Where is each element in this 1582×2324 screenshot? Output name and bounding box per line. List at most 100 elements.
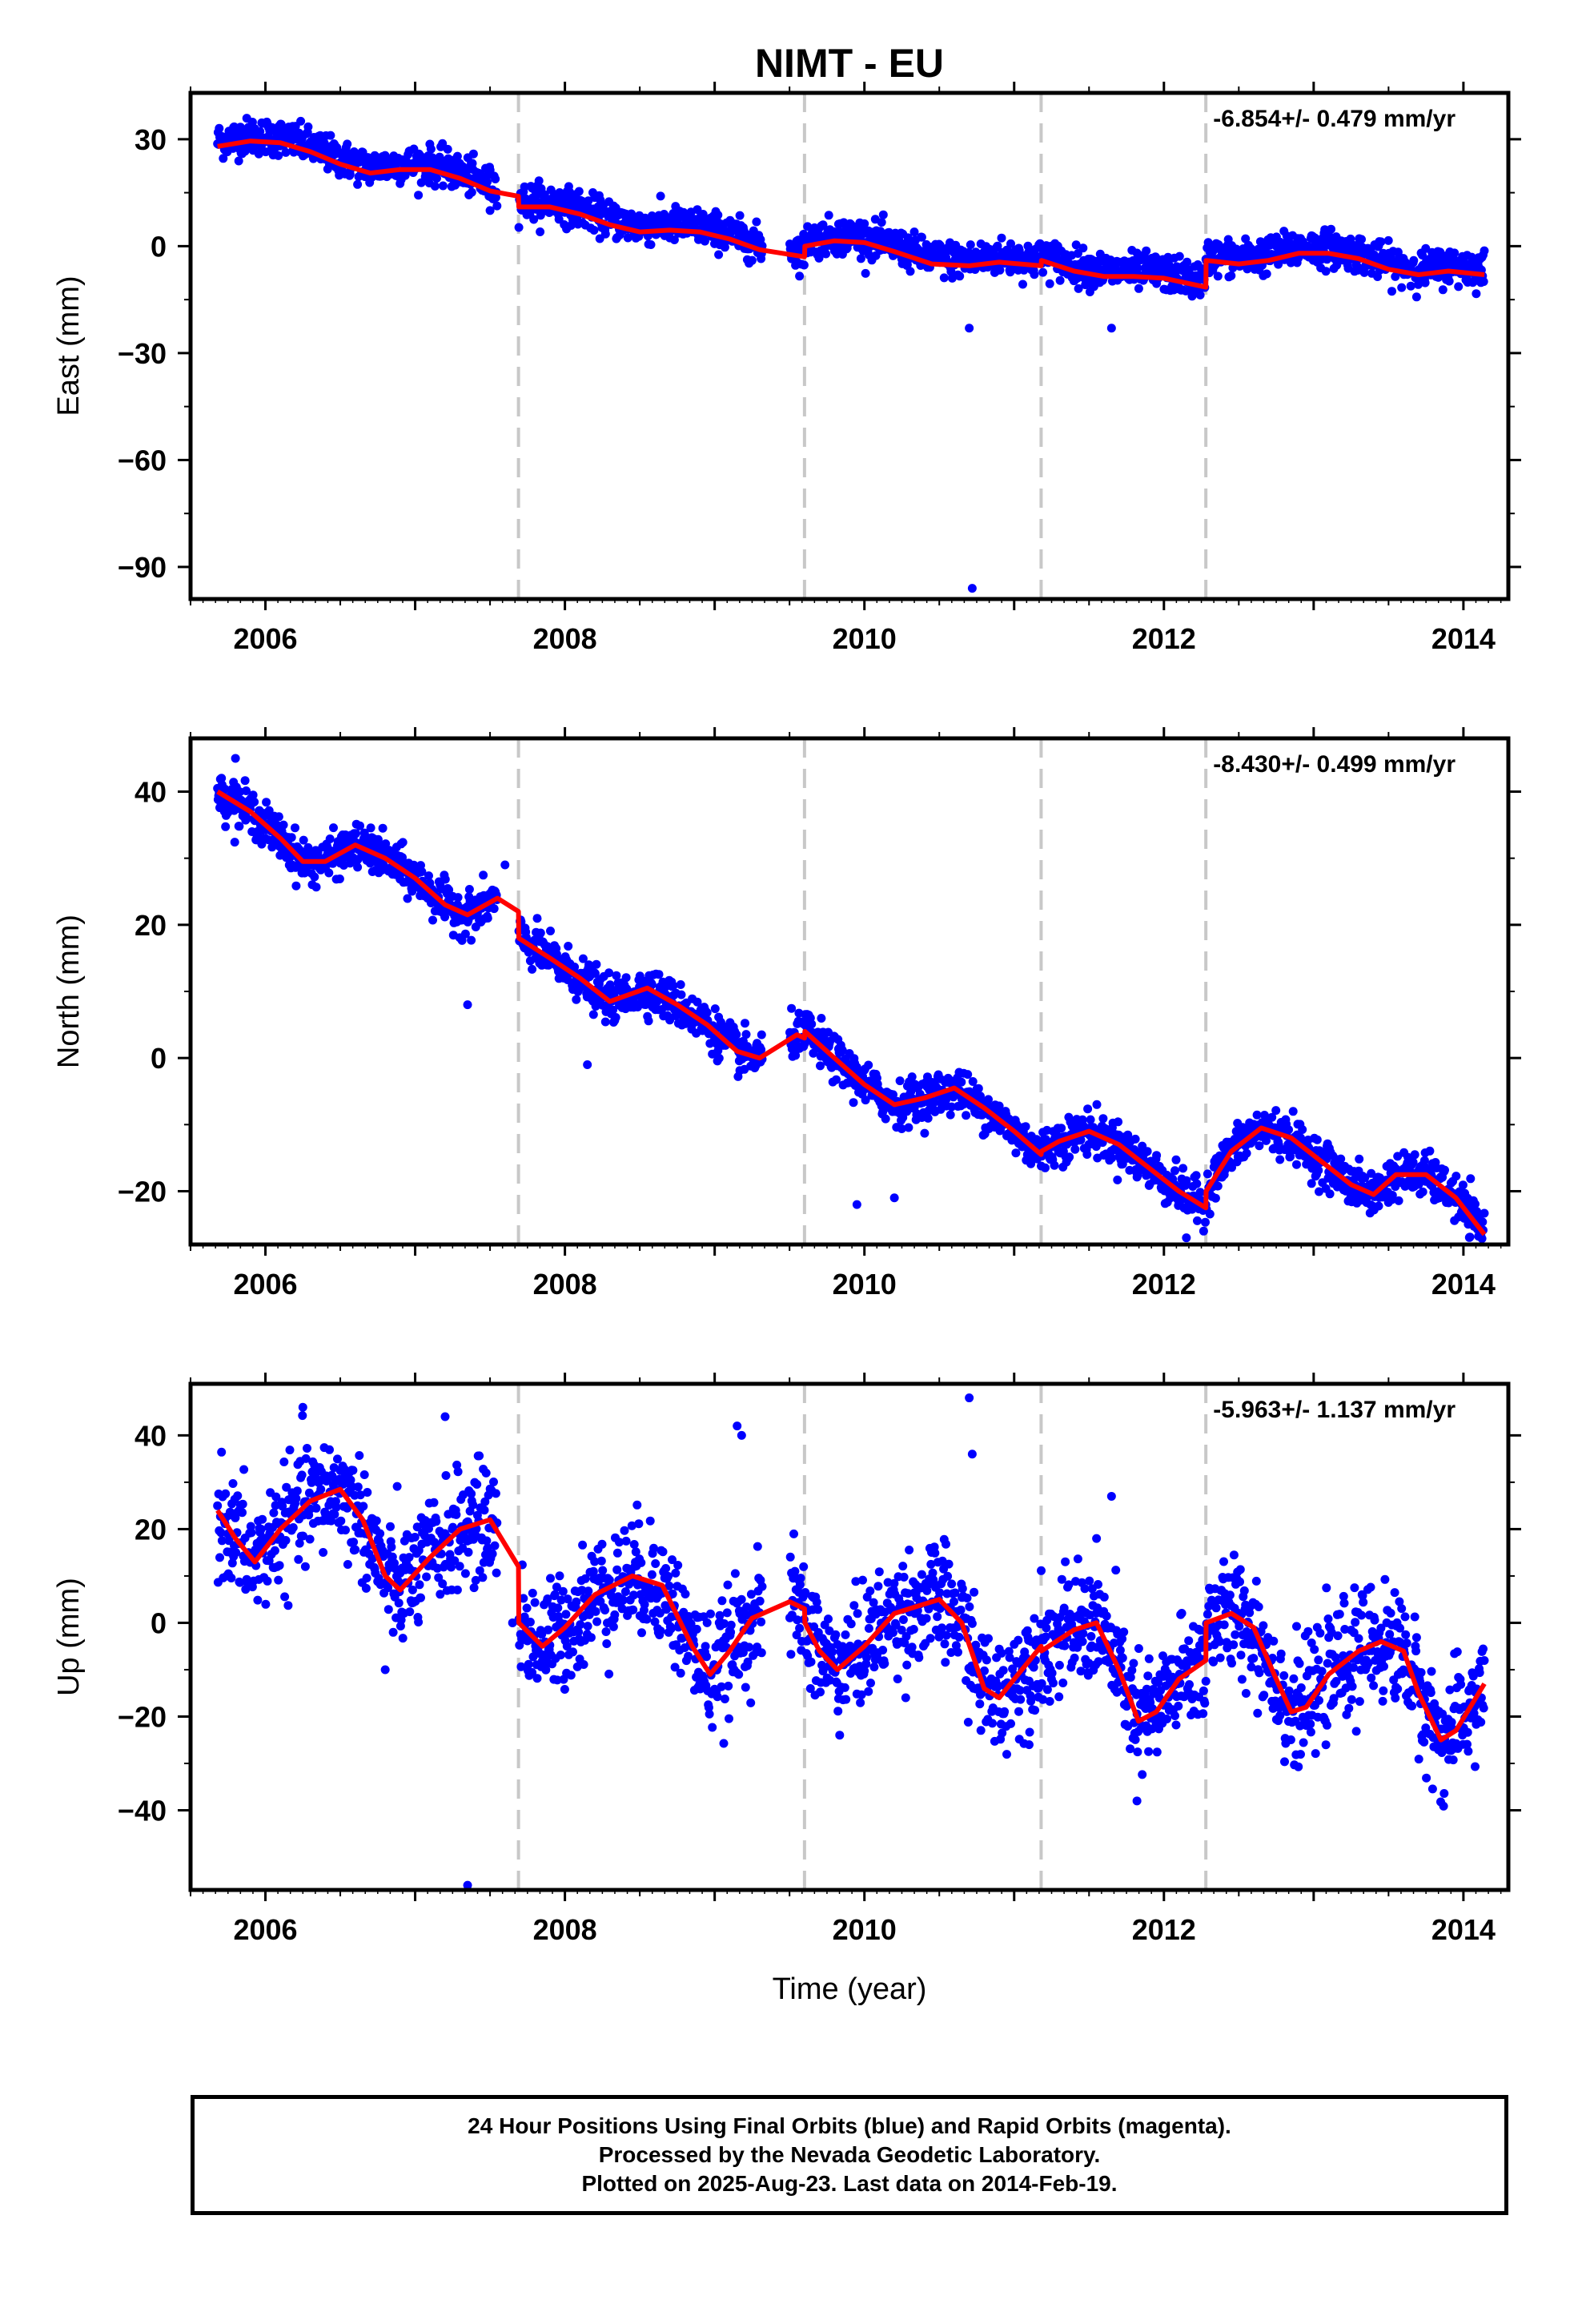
data-point bbox=[1142, 1147, 1152, 1156]
data-point bbox=[1383, 235, 1393, 245]
data-point bbox=[361, 1583, 371, 1593]
data-point bbox=[1107, 1153, 1117, 1163]
data-point bbox=[280, 1592, 290, 1602]
data-point bbox=[329, 823, 338, 833]
data-point bbox=[1478, 1217, 1488, 1227]
data-point bbox=[274, 812, 283, 822]
data-point bbox=[1171, 1155, 1181, 1164]
y-tick-label: 40 bbox=[135, 776, 167, 809]
data-point bbox=[1195, 290, 1205, 300]
data-point bbox=[536, 227, 545, 236]
data-point bbox=[359, 1502, 368, 1511]
data-point bbox=[795, 271, 805, 281]
data-point bbox=[714, 250, 724, 259]
x-tick-label: 2008 bbox=[533, 1268, 597, 1301]
x-tick-label: 2012 bbox=[1132, 622, 1196, 655]
data-point bbox=[993, 241, 1002, 251]
data-point bbox=[1113, 1175, 1122, 1184]
data-point bbox=[467, 187, 476, 197]
data-point bbox=[1307, 1179, 1316, 1188]
data-point bbox=[1406, 281, 1415, 291]
data-point bbox=[693, 997, 702, 1007]
data-point bbox=[532, 914, 542, 923]
data-point bbox=[1170, 1166, 1179, 1176]
data-point bbox=[227, 1574, 236, 1582]
data-point bbox=[457, 935, 467, 945]
data-point bbox=[1471, 1200, 1480, 1208]
data-point bbox=[1271, 1106, 1281, 1116]
data-point bbox=[546, 927, 555, 935]
data-point bbox=[440, 875, 450, 884]
data-point bbox=[239, 1465, 249, 1474]
data-point bbox=[1123, 1130, 1133, 1140]
data-point bbox=[1199, 1226, 1208, 1236]
data-point bbox=[611, 1013, 620, 1022]
data-point bbox=[791, 1051, 801, 1060]
data-point bbox=[231, 1548, 241, 1558]
data-point bbox=[405, 1607, 415, 1617]
data-point bbox=[1391, 271, 1400, 281]
data-point bbox=[1452, 1172, 1461, 1181]
data-point bbox=[311, 1503, 321, 1513]
data-point bbox=[752, 217, 761, 227]
data-point bbox=[702, 1007, 712, 1017]
data-point bbox=[534, 176, 544, 186]
data-point bbox=[335, 875, 344, 883]
scatter-points bbox=[213, 754, 1489, 1244]
data-point bbox=[1410, 1150, 1419, 1160]
data-point bbox=[644, 1016, 653, 1026]
data-point bbox=[1018, 279, 1027, 289]
data-point bbox=[824, 211, 833, 220]
data-point bbox=[1397, 283, 1407, 292]
data-point bbox=[1114, 1117, 1123, 1127]
data-point bbox=[920, 1128, 930, 1138]
data-point bbox=[353, 862, 363, 872]
data-point bbox=[326, 131, 335, 140]
data-point bbox=[1041, 1163, 1050, 1172]
data-point bbox=[285, 1445, 295, 1455]
data-point bbox=[336, 1516, 346, 1526]
data-point bbox=[1466, 1174, 1476, 1184]
data-point bbox=[1327, 224, 1335, 234]
outlier-point bbox=[500, 860, 510, 870]
data-point bbox=[287, 833, 296, 842]
data-point bbox=[1182, 257, 1192, 267]
data-point bbox=[604, 968, 614, 978]
data-point bbox=[1419, 1156, 1429, 1165]
data-point bbox=[1174, 251, 1184, 261]
data-point bbox=[1193, 1216, 1202, 1225]
data-point bbox=[1421, 243, 1431, 253]
data-point bbox=[732, 1030, 741, 1039]
data-point bbox=[1246, 243, 1255, 253]
data-point bbox=[1006, 239, 1015, 248]
data-point bbox=[371, 1516, 381, 1526]
data-point bbox=[1195, 1188, 1205, 1197]
data-point bbox=[386, 1522, 395, 1531]
velocity-annotation: -6.854+/- 0.479 mm/yr bbox=[1213, 106, 1456, 132]
data-point bbox=[1357, 235, 1366, 244]
data-point bbox=[1321, 267, 1331, 276]
data-point bbox=[281, 1536, 291, 1545]
data-point bbox=[1409, 255, 1419, 265]
y-tick-label: 0 bbox=[151, 230, 167, 263]
data-point bbox=[1133, 263, 1142, 273]
data-point bbox=[1045, 279, 1054, 288]
data-point bbox=[677, 990, 686, 999]
data-point bbox=[355, 821, 364, 830]
data-point bbox=[283, 1601, 293, 1610]
data-point bbox=[787, 1003, 797, 1013]
data-point bbox=[654, 970, 664, 979]
x-tick-label: 2014 bbox=[1431, 622, 1496, 655]
x-tick-label: 2008 bbox=[533, 622, 597, 655]
data-point bbox=[1030, 270, 1039, 279]
data-point bbox=[1071, 240, 1081, 250]
data-point bbox=[814, 253, 824, 263]
data-point bbox=[305, 1534, 315, 1544]
data-point bbox=[1130, 1134, 1140, 1144]
data-point bbox=[295, 1538, 304, 1548]
data-point bbox=[278, 1502, 287, 1511]
data-point bbox=[227, 1558, 237, 1568]
data-point bbox=[217, 1536, 227, 1546]
data-point bbox=[408, 1585, 417, 1594]
data-point bbox=[1083, 1104, 1093, 1114]
